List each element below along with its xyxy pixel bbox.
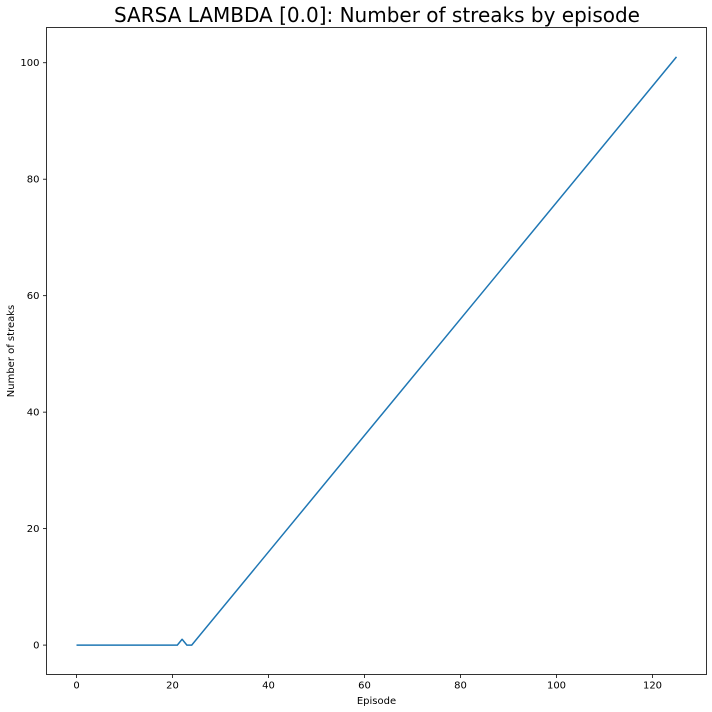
y-axis-label: Number of streaks <box>6 305 17 397</box>
y-axis: 0 20 40 60 80 100 <box>20 58 47 652</box>
y-tick-label: 40 <box>27 408 40 419</box>
x-tick-label: 100 <box>547 681 566 692</box>
plot-frame <box>46 27 707 675</box>
chart-title: SARSA LAMBDA [0.0]: Number of streaks by… <box>114 3 640 27</box>
y-tick-label: 0 <box>33 641 39 652</box>
series-line-0 <box>76 56 678 646</box>
x-axis: 0 20 40 60 80 100 120 <box>73 674 662 692</box>
plot-lines <box>76 56 678 646</box>
y-tick-label: 100 <box>20 58 39 69</box>
y-tick-label: 60 <box>27 291 40 302</box>
x-tick-label: 0 <box>73 681 79 692</box>
y-tick-label: 80 <box>27 175 40 186</box>
x-tick-label: 40 <box>262 681 275 692</box>
x-axis-label: Episode <box>357 696 396 707</box>
x-tick-label: 60 <box>358 681 371 692</box>
x-tick-label: 80 <box>454 681 467 692</box>
y-tick-label: 20 <box>27 524 40 535</box>
x-tick-label: 20 <box>166 681 179 692</box>
x-tick-label: 120 <box>643 681 662 692</box>
